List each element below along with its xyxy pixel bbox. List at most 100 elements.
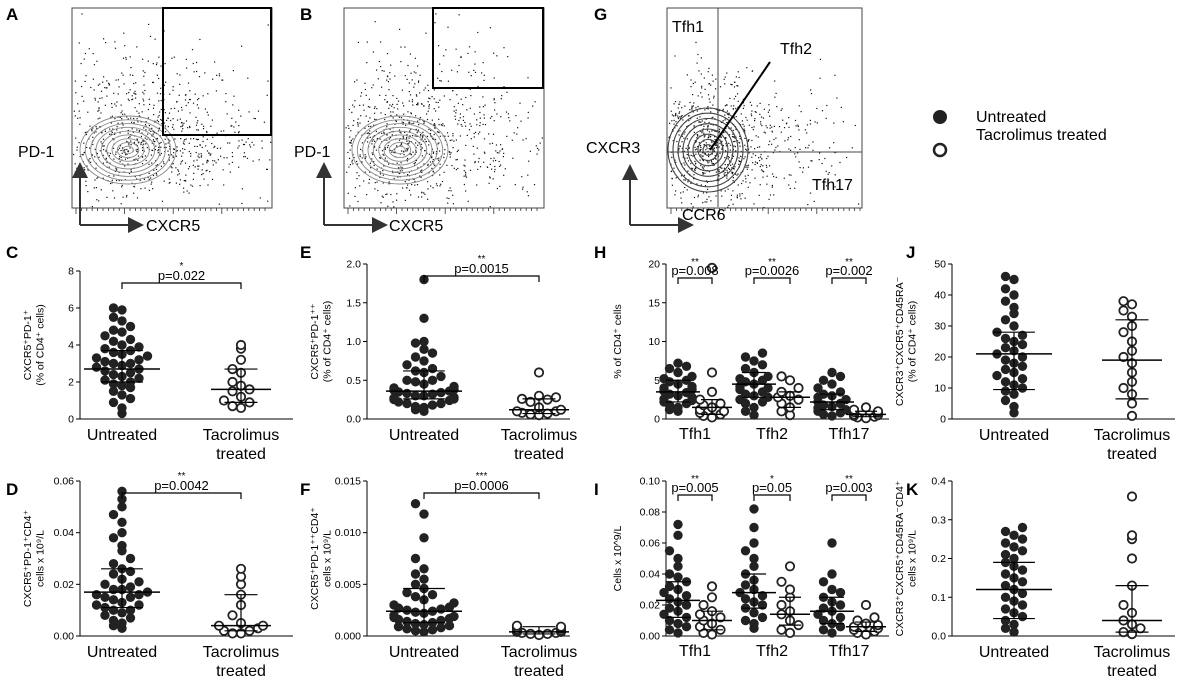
flow-event-dot	[762, 176, 764, 178]
flow-event-dot	[398, 139, 401, 141]
flow-event-dot	[374, 145, 376, 148]
flow-event-dot	[192, 164, 194, 166]
flow-event-dot	[390, 111, 392, 113]
point-untreated	[681, 622, 692, 632]
flow-event-dot	[201, 174, 203, 176]
flow-event-dot	[499, 150, 501, 152]
x-category-treated: treated	[216, 446, 266, 463]
flow-event-dot	[742, 180, 744, 182]
flow-event-dot	[475, 131, 477, 133]
flow-event-dot	[391, 151, 393, 153]
flow-event-dot	[380, 157, 382, 159]
flow-event-dot	[206, 159, 208, 161]
flow-event-dot	[140, 121, 142, 123]
flow-event-dot	[464, 121, 466, 124]
flow-event-dot	[152, 81, 154, 84]
flow-event-dot	[417, 102, 419, 104]
flow-event-dot	[214, 160, 216, 162]
point-untreated	[1017, 522, 1028, 533]
flow-event-dot	[526, 191, 528, 193]
point-untreated	[1009, 389, 1019, 399]
flow-event-dot	[349, 136, 351, 138]
flow-event-dot	[116, 126, 118, 128]
flow-event-dot	[826, 104, 828, 107]
flow-event-dot	[376, 138, 378, 140]
flow-event-dot	[149, 139, 151, 141]
flow-event-dot	[109, 128, 111, 130]
flow-event-dot	[384, 113, 386, 116]
flow-event-dot	[86, 165, 88, 167]
flow-event-dot	[189, 125, 191, 128]
flow-event-dot	[120, 156, 122, 159]
flow-event-dot	[194, 145, 196, 147]
flow-event-dot	[715, 130, 717, 133]
flow-event-dot	[452, 203, 454, 205]
flow-event-dot	[420, 176, 422, 178]
flow-event-dot	[214, 61, 216, 63]
flow-event-dot	[366, 62, 368, 64]
point-untreated	[1017, 546, 1028, 556]
flow-event-dot	[386, 160, 388, 162]
flow-event-dot	[706, 160, 708, 162]
flow-event-dot	[181, 155, 183, 157]
flow-event-dot	[254, 118, 256, 120]
point-untreated	[449, 611, 459, 622]
flow-event-dot	[691, 107, 693, 110]
flow-event-dot	[93, 132, 95, 134]
flow-event-dot	[373, 164, 375, 166]
flow-event-dot	[356, 178, 358, 180]
flow-event-dot	[347, 151, 349, 154]
flow-event-dot	[393, 206, 395, 208]
point-untreated	[835, 622, 846, 632]
p-value: p=0.0042	[154, 478, 209, 493]
flow-event-dot	[457, 167, 459, 170]
flow-event-dot	[495, 159, 497, 162]
significance-stars: **	[178, 471, 186, 482]
flow-event-dot	[121, 184, 123, 186]
flow-event-dot	[449, 139, 451, 142]
flow-event-dot	[113, 175, 115, 177]
flow-event-dot	[206, 160, 208, 162]
flow-event-dot	[118, 158, 120, 160]
flow-event-dot	[397, 167, 400, 169]
flow-density-b	[345, 13, 543, 214]
flow-event-dot	[726, 104, 728, 106]
point-untreated	[410, 401, 421, 412]
flow-contour	[672, 112, 744, 188]
flow-event-dot	[671, 156, 673, 158]
flow-event-dot	[406, 136, 408, 139]
flow-event-dot	[242, 143, 245, 145]
flow-event-dot	[160, 65, 162, 67]
flow-event-dot	[195, 116, 197, 118]
flow-event-dot	[825, 170, 827, 172]
gate-box-a	[162, 7, 272, 136]
point-untreated	[1000, 592, 1011, 602]
flow-event-dot	[683, 137, 685, 139]
flow-event-dot	[723, 167, 725, 169]
flow-event-dot	[352, 124, 354, 126]
panel-label-a: A	[6, 5, 18, 24]
flow-event-dot	[156, 164, 159, 166]
flow-event-dot	[171, 167, 173, 169]
flow-event-dot	[92, 53, 94, 55]
flow-event-dot	[161, 200, 164, 202]
flow-event-dot	[434, 127, 436, 129]
flow-event-dot	[83, 58, 85, 60]
flow-event-dot	[701, 96, 703, 98]
flow-event-dot	[120, 203, 122, 205]
flow-event-dot	[728, 112, 730, 114]
flow-event-dot	[243, 156, 245, 158]
flow-event-dot	[381, 86, 383, 88]
flow-contour	[95, 126, 161, 174]
flow-event-dot	[111, 115, 113, 117]
flow-event-dot	[232, 70, 234, 72]
flow-event-dot	[492, 178, 494, 180]
flow-event-dot	[195, 124, 198, 126]
flow-event-dot	[825, 117, 827, 119]
flow-event-dot	[703, 169, 705, 171]
flow-event-dot	[508, 117, 510, 119]
flow-event-dot	[411, 123, 413, 125]
flow-event-dot	[422, 137, 424, 139]
flow-event-dot	[724, 175, 726, 177]
flow-event-dot	[112, 190, 114, 192]
